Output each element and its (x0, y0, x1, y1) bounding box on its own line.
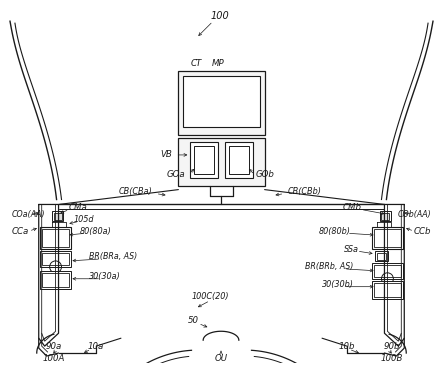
Text: 30(30b): 30(30b) (322, 280, 354, 289)
Bar (52, 211, 63, 221)
Bar (40, 227, 71, 249)
Text: BR(BRa, AS): BR(BRa, AS) (89, 253, 137, 261)
Text: CMb: CMb (343, 203, 361, 212)
Bar (373, 229, 401, 247)
Bar (183, 76, 260, 127)
Bar (190, 142, 218, 178)
Text: GOb: GOb (256, 170, 275, 179)
Text: 80(80b): 80(80b) (319, 227, 351, 236)
Bar (229, 146, 249, 174)
Text: 90a: 90a (46, 342, 62, 351)
Text: OU: OU (214, 354, 228, 362)
Bar (374, 251, 389, 261)
Text: CT: CT (190, 59, 202, 68)
Bar (179, 71, 264, 135)
Text: MP: MP (212, 59, 225, 68)
Text: 50: 50 (188, 316, 199, 325)
Text: 100B: 100B (380, 354, 403, 362)
Text: CCb: CCb (413, 227, 431, 236)
Bar (372, 263, 403, 279)
Text: BR(BRb, AS): BR(BRb, AS) (305, 262, 354, 271)
Text: CMa: CMa (69, 203, 87, 212)
Text: 10b: 10b (338, 342, 355, 351)
Text: 100C(20): 100C(20) (191, 292, 229, 301)
Bar (179, 138, 264, 186)
Text: 30(30a): 30(30a) (89, 272, 121, 281)
Bar (194, 146, 214, 174)
Text: 100A: 100A (43, 354, 65, 362)
Text: VB: VB (161, 150, 172, 160)
Bar (373, 283, 401, 297)
Bar (54, 214, 62, 220)
Text: 105d: 105d (74, 215, 94, 224)
Bar (42, 229, 70, 247)
Text: CB(CBb): CB(CBb) (287, 187, 321, 196)
Text: SSa: SSa (344, 245, 359, 254)
Text: CB(CBa): CB(CBa) (119, 187, 153, 196)
Bar (373, 265, 401, 277)
Bar (42, 273, 70, 287)
Bar (381, 214, 389, 220)
Bar (377, 253, 386, 260)
Text: 90b: 90b (383, 342, 400, 351)
Bar (42, 253, 70, 265)
Text: COb(AA): COb(AA) (397, 210, 431, 219)
Bar (40, 251, 71, 267)
Text: 100: 100 (210, 11, 229, 21)
Bar (380, 211, 391, 221)
Bar (225, 142, 253, 178)
Text: GOa: GOa (167, 170, 185, 179)
Bar (40, 271, 71, 289)
Text: 80(80a): 80(80a) (79, 227, 111, 236)
Text: CCa: CCa (12, 227, 29, 236)
Bar (372, 227, 403, 249)
Bar (372, 281, 403, 299)
Text: 10a: 10a (88, 342, 104, 351)
Text: COa(AA): COa(AA) (12, 210, 46, 219)
